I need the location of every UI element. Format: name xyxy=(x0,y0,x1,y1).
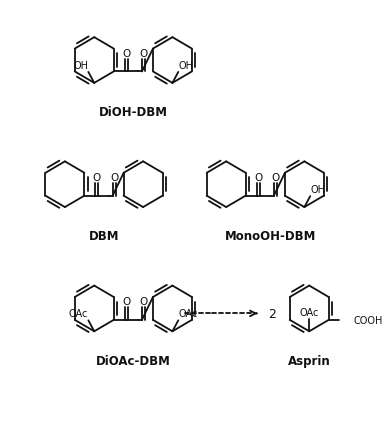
Text: O: O xyxy=(254,173,262,182)
Text: OH: OH xyxy=(179,61,193,71)
Text: O: O xyxy=(110,173,118,182)
Text: DiOAc-DBM: DiOAc-DBM xyxy=(96,354,171,367)
Text: 2: 2 xyxy=(268,307,276,320)
Text: DBM: DBM xyxy=(89,230,119,243)
Text: OH: OH xyxy=(310,185,326,195)
Text: O: O xyxy=(139,49,147,58)
Text: COOH: COOH xyxy=(353,315,383,325)
Text: OAc: OAc xyxy=(178,309,198,319)
Text: DiOH-DBM: DiOH-DBM xyxy=(99,106,168,119)
Text: Asprin: Asprin xyxy=(288,354,331,367)
Text: OAc: OAc xyxy=(69,309,88,319)
Text: MonoOH-DBM: MonoOH-DBM xyxy=(225,230,316,243)
Text: O: O xyxy=(122,49,130,58)
Text: O: O xyxy=(122,296,130,306)
Text: O: O xyxy=(139,296,147,306)
Text: OAc: OAc xyxy=(300,308,319,318)
Text: O: O xyxy=(93,173,101,182)
Text: O: O xyxy=(271,173,280,182)
Text: OH: OH xyxy=(73,61,88,71)
